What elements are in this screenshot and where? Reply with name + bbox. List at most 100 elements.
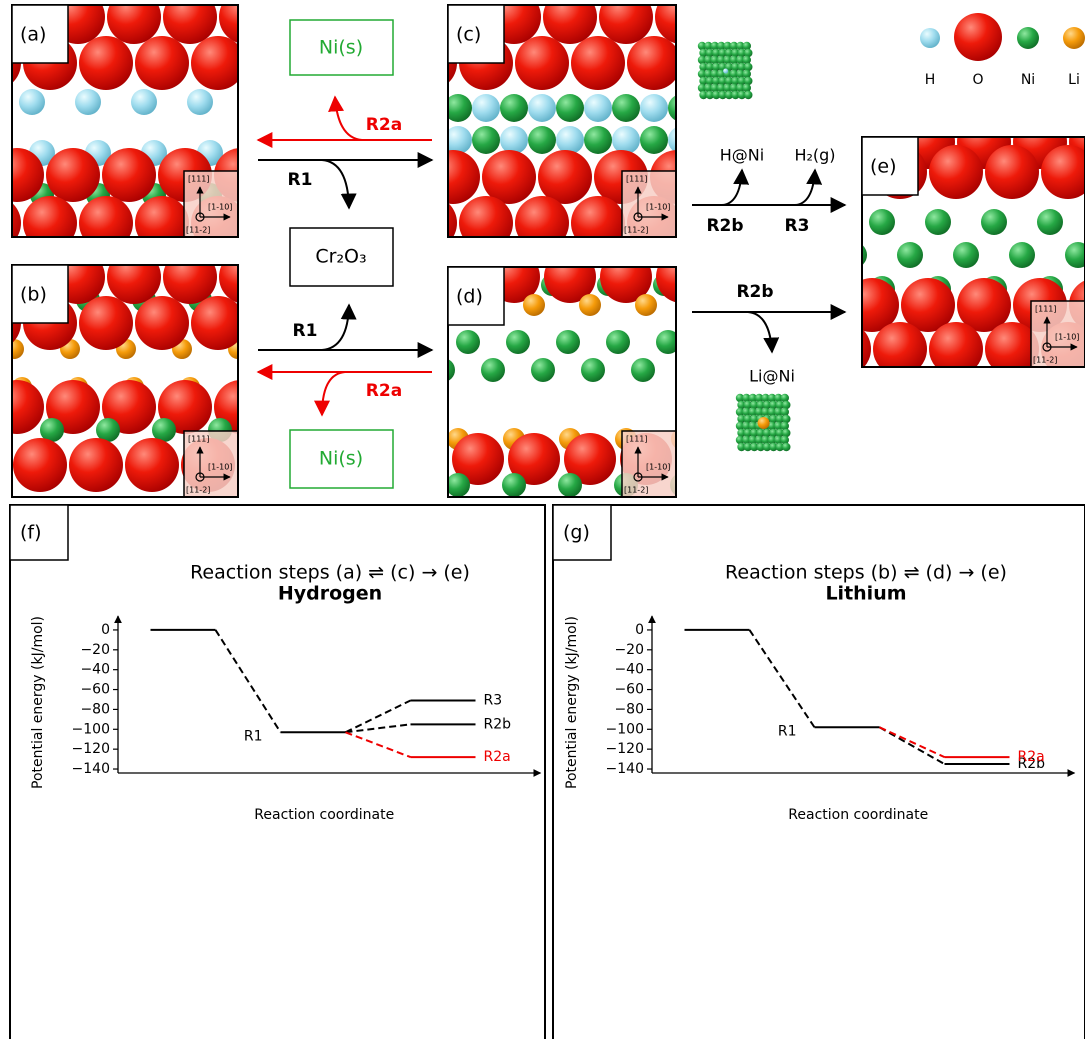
atom — [46, 148, 100, 202]
atom — [19, 89, 45, 115]
arrow — [322, 305, 349, 350]
atom — [813, 209, 839, 235]
energy-segment — [346, 732, 411, 757]
cluster-dopant — [723, 69, 728, 74]
reaction-label: R2a — [366, 115, 402, 135]
atom — [0, 438, 11, 492]
legend-atom — [920, 28, 940, 48]
atom — [813, 276, 839, 302]
atom — [391, 428, 413, 450]
arrow — [335, 97, 362, 140]
product-label: Li@Ni — [749, 367, 795, 386]
atom — [506, 330, 530, 354]
atom — [528, 126, 556, 154]
atom — [897, 242, 923, 268]
axis-label: [11-2] — [186, 226, 210, 235]
atom — [656, 251, 708, 303]
legend-label: H — [925, 72, 936, 88]
axis-label: [11-2] — [1033, 356, 1057, 365]
atom — [191, 296, 245, 350]
cluster-atom — [782, 401, 790, 409]
atom — [500, 126, 528, 154]
y-tick-label: −40 — [614, 662, 644, 678]
atom — [558, 473, 582, 497]
cluster-atom — [744, 63, 752, 71]
atom — [135, 196, 189, 250]
axis-label: [111] — [188, 175, 210, 184]
atom — [631, 358, 655, 382]
y-axis-label: Potential energy (kJ/mol) — [30, 616, 46, 789]
reaction-label: R3 — [785, 216, 810, 236]
reaction-label: R1 — [293, 321, 318, 341]
atom — [841, 242, 867, 268]
atom — [481, 358, 505, 382]
atom — [1009, 242, 1035, 268]
atom — [163, 250, 217, 304]
axis-label: [1-10] — [208, 203, 232, 212]
atom — [431, 358, 455, 382]
atom — [571, 36, 625, 90]
y-tick-label: 0 — [635, 622, 644, 638]
x-axis-label: Reaction coordinate — [254, 807, 394, 823]
atom — [135, 36, 189, 90]
atom — [426, 150, 480, 204]
atom — [107, 250, 161, 304]
arrow — [795, 170, 815, 205]
series-label: R1 — [778, 723, 797, 739]
chart-subtitle: Lithium — [825, 583, 906, 605]
axis-label: [1-10] — [208, 463, 232, 472]
y-tick-label: −80 — [80, 701, 110, 717]
atom-panel: [111][1-10][11-2] — [376, 251, 708, 497]
atom — [0, 418, 8, 442]
atom — [531, 358, 555, 382]
cluster-atom — [781, 436, 789, 444]
atom — [869, 209, 895, 235]
atom — [79, 36, 133, 90]
y-tick-label: −140 — [72, 761, 110, 777]
atom — [515, 36, 569, 90]
atom — [925, 209, 951, 235]
legend-atom — [1017, 27, 1039, 49]
atom — [131, 89, 157, 115]
atom — [219, 250, 273, 304]
axis-label: [111] — [188, 435, 210, 444]
atom — [79, 196, 133, 250]
atom — [538, 150, 592, 204]
y-tick-label: −100 — [606, 721, 644, 737]
energy-segment — [880, 727, 945, 757]
arrow — [722, 170, 742, 205]
atom — [4, 339, 24, 359]
cluster-atom — [743, 42, 751, 50]
atom — [640, 94, 668, 122]
atom — [584, 94, 612, 122]
y-tick-label: −120 — [72, 741, 110, 757]
atom — [612, 126, 640, 154]
product-label: Cr₂O₃ — [315, 246, 366, 268]
y-tick-label: −20 — [80, 642, 110, 658]
x-axis-label: Reaction coordinate — [788, 807, 928, 823]
atom — [191, 36, 245, 90]
atom-panel: [111][1-10][11-2] — [370, 0, 709, 250]
atom — [459, 196, 513, 250]
atom — [370, 150, 424, 204]
legend-atom — [954, 13, 1002, 61]
atom — [500, 94, 528, 122]
cluster-atom — [744, 49, 752, 57]
axis-label: [111] — [1035, 305, 1057, 314]
axis-label: [1-10] — [646, 463, 670, 472]
atom — [125, 438, 179, 492]
reaction-label: R2a — [366, 381, 402, 401]
legend-label: Ni — [1021, 72, 1035, 88]
y-tick-label: 0 — [101, 622, 110, 638]
atom — [640, 126, 668, 154]
axis-label: [1-10] — [1055, 333, 1079, 342]
energy-segment — [216, 630, 281, 732]
axis-label: [111] — [626, 435, 648, 444]
y-tick-label: −60 — [614, 682, 644, 698]
panel-label: (b) — [20, 284, 47, 306]
atom — [929, 145, 983, 199]
reaction-label: R1 — [288, 170, 313, 190]
atom — [668, 94, 696, 122]
arrow — [322, 372, 345, 415]
panel-label: (a) — [20, 24, 46, 46]
